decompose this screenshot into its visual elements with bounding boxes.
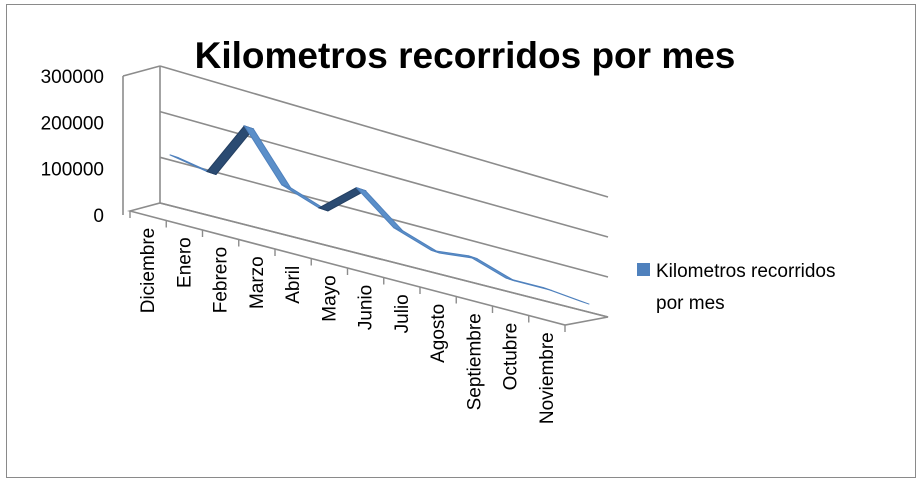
y-tick-label: 200000 (41, 113, 104, 134)
y-tick-label: 0 (93, 206, 104, 227)
chart-title: Kilometros recorridos por mes (195, 35, 736, 76)
series-segment (317, 187, 367, 212)
x-tick-label: Julio (392, 294, 413, 333)
x-tick-label: Septiembre (464, 313, 485, 410)
legend-swatch (637, 263, 650, 276)
chart-frame (6, 4, 916, 478)
gridline-300000 (159, 65, 609, 198)
series-segment (243, 124, 292, 189)
legend-label-line1: Kilometros recorridos (656, 261, 836, 282)
y-tick-label: 300000 (41, 67, 104, 88)
y-tick-label: 100000 (41, 160, 104, 181)
x-tick-label: Mayo (319, 275, 340, 321)
x-tick-label: Diciembre (138, 228, 159, 314)
series-segment (393, 227, 441, 254)
series-segment (542, 287, 590, 305)
x-tick-label: Noviembre (537, 332, 558, 424)
x-tick-label: Octubre (501, 323, 522, 391)
x-tick-label: Abril (283, 266, 304, 304)
legend-label-line2: por mes (656, 293, 725, 314)
series-segment (355, 187, 404, 232)
x-tick-label: Marzo (247, 256, 268, 309)
x-tick-label: Febrero (211, 247, 232, 314)
wall-top-edge (122, 65, 161, 77)
series-segment (468, 255, 515, 282)
x-tick-label: Agosto (428, 304, 449, 363)
gridline-200000 (159, 110, 609, 238)
x-tick-label: Junio (356, 285, 377, 330)
x-tick-label: Enero (174, 237, 195, 288)
series-segment (206, 125, 255, 176)
